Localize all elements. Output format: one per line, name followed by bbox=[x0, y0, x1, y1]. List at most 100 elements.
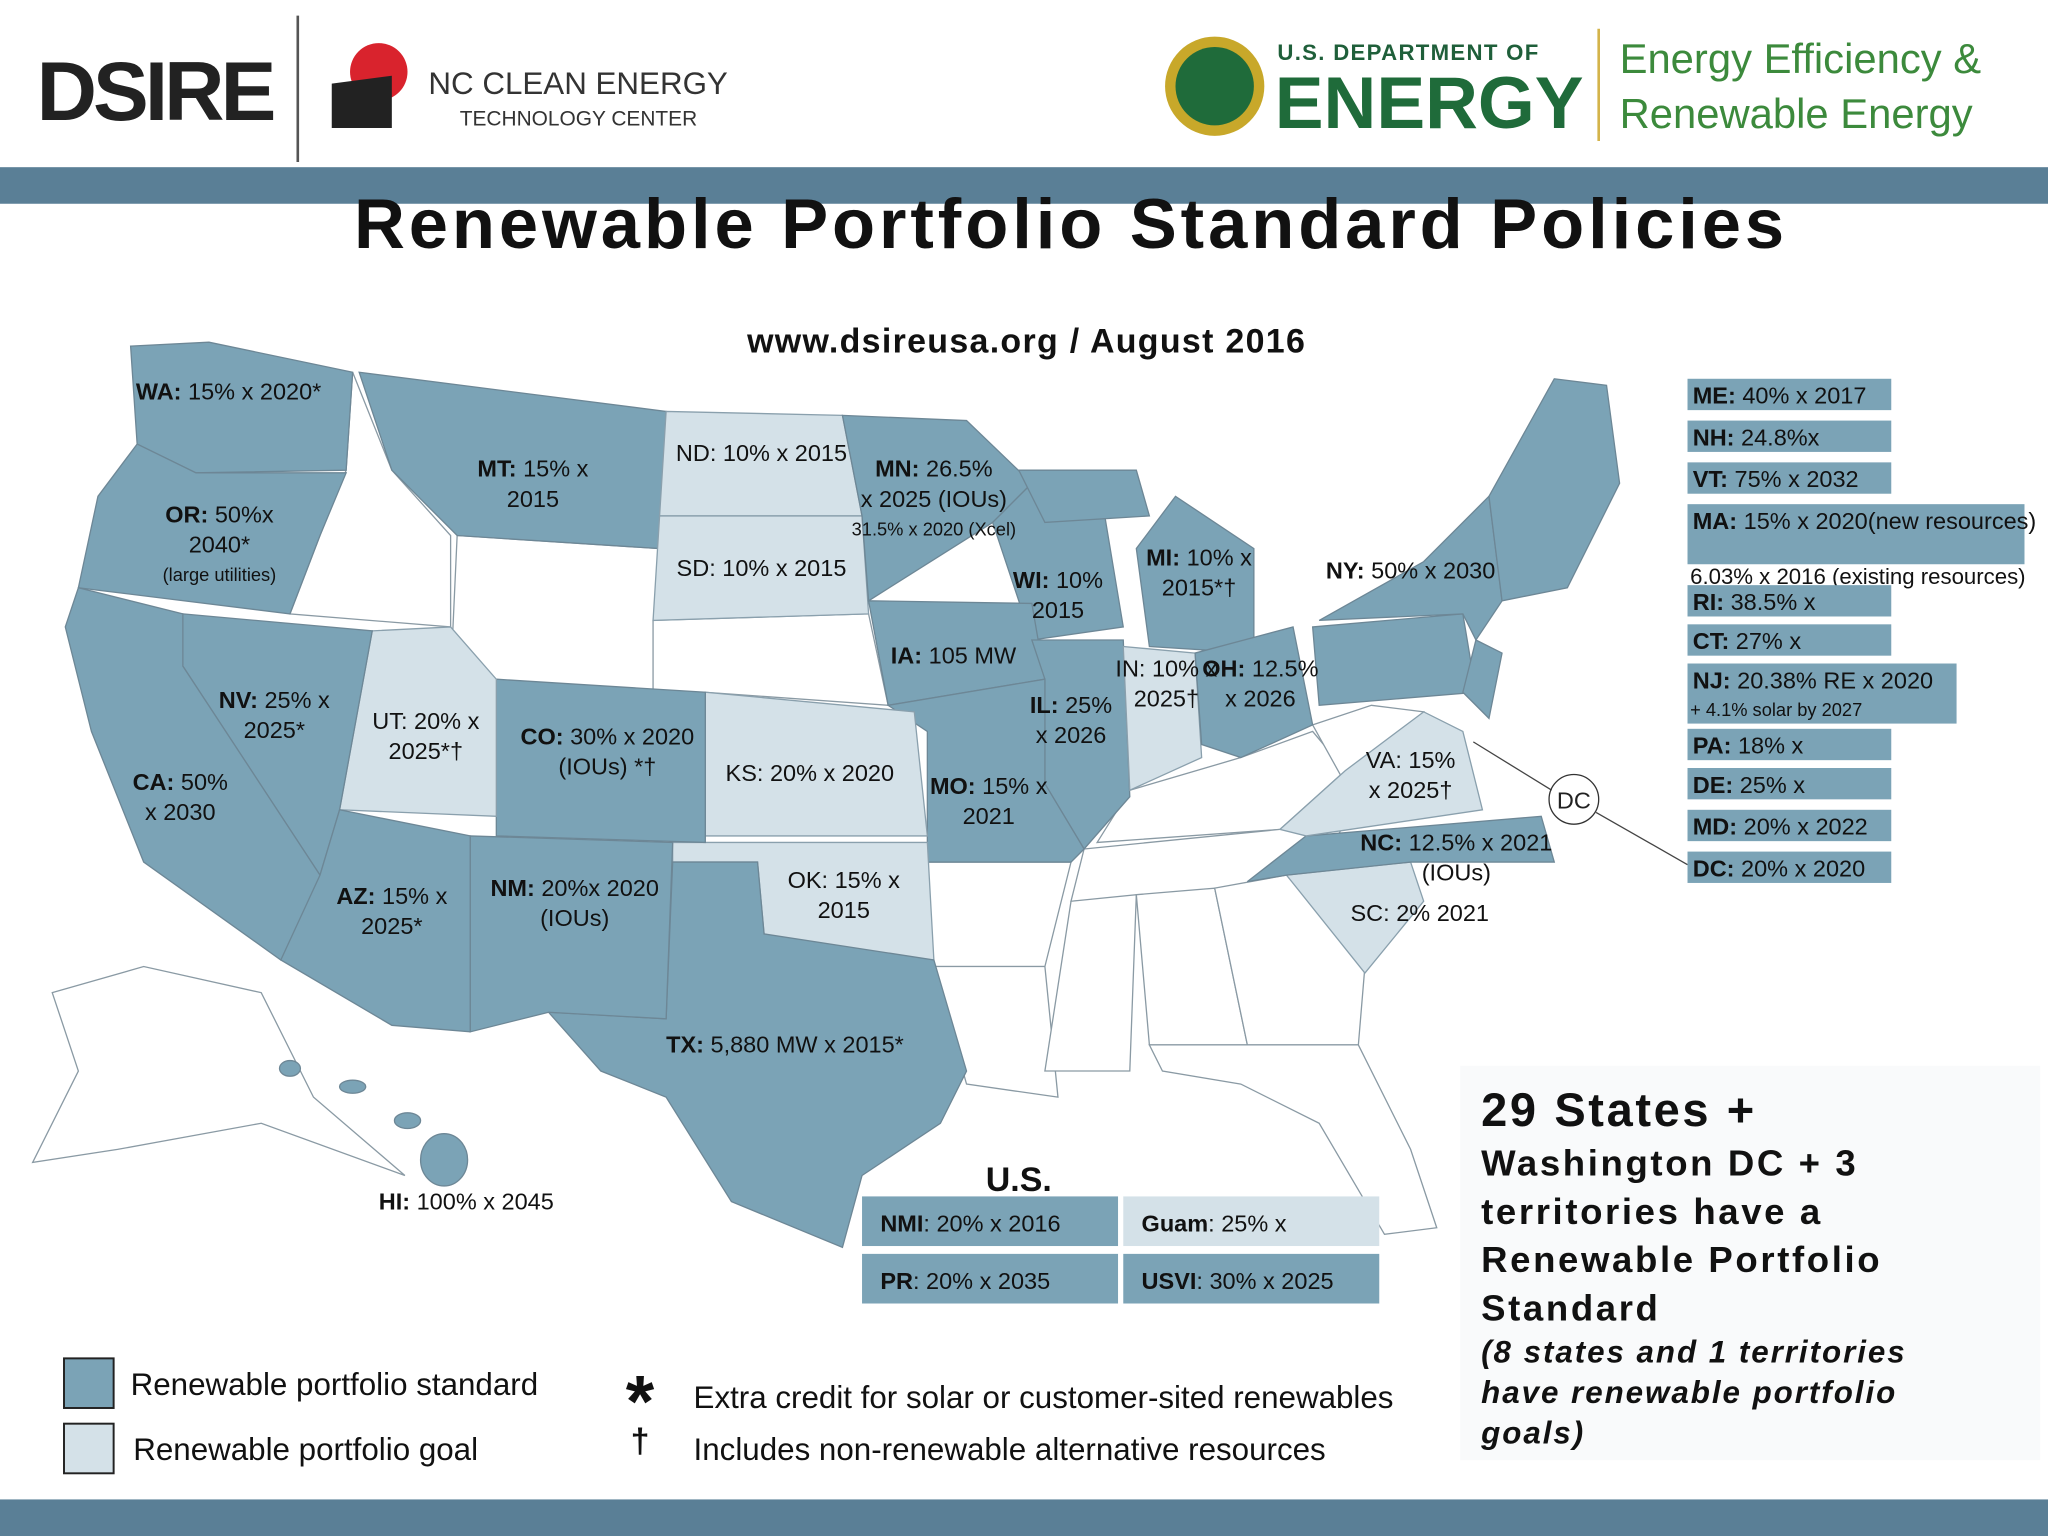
state-policy: 2015*† bbox=[1162, 575, 1237, 601]
ne-policy: 40% x 2017 bbox=[1742, 383, 1866, 409]
state-policy: 2021 bbox=[963, 803, 1015, 829]
state-policy: 2015 bbox=[507, 486, 559, 512]
ne-label: RI: 38.5% x bbox=[1693, 589, 1816, 615]
state-label: 2040* bbox=[189, 531, 250, 557]
state-policy: 2025*† bbox=[389, 738, 464, 764]
state-label: WA: 15% x 2020* bbox=[136, 379, 321, 405]
state-shape bbox=[652, 515, 870, 622]
state-label: MI: 10% x bbox=[1146, 545, 1252, 571]
dynamic: WA: 15% x 2020* OR: 50%x 2040* (large utiliti… bbox=[63, 378, 2036, 1475]
state-shape bbox=[469, 835, 674, 1033]
state-label: OR: 50%x bbox=[165, 501, 274, 527]
ne-label: DE: 25% x bbox=[1693, 772, 1806, 798]
state-label: NV: 25% x bbox=[219, 687, 330, 713]
ne-box bbox=[1687, 378, 1892, 411]
ne-abbr: VT: bbox=[1693, 466, 1728, 492]
summary-line: 29 States + bbox=[1481, 1083, 1757, 1136]
state-label: TX: 5,880 MW x 2015* bbox=[666, 1032, 904, 1058]
state-abbr: CO: bbox=[520, 723, 563, 749]
ne-policy: 20% x 2022 bbox=[1744, 814, 1868, 840]
legend-label: Renewable portfolio goal bbox=[133, 1432, 478, 1467]
header-bg bbox=[0, 0, 2048, 168]
state-label: 2025† bbox=[1134, 686, 1199, 712]
footer-bar bbox=[0, 1499, 2048, 1536]
state-policy: 10% bbox=[1056, 567, 1103, 593]
state-policy: 15% x bbox=[382, 883, 448, 909]
state-shape bbox=[1462, 639, 1503, 720]
territory-abbr: Guam bbox=[1142, 1211, 1209, 1237]
state-shape bbox=[1311, 613, 1477, 707]
legend-label: Includes non-renewable alternative resou… bbox=[694, 1432, 1326, 1467]
legend-symbol: † bbox=[631, 1422, 650, 1460]
state-policy: 15% x 2020* bbox=[188, 379, 321, 405]
state-shape bbox=[1044, 893, 1138, 1072]
state-abbr: IA: bbox=[891, 643, 922, 669]
state-abbr: MT: bbox=[477, 456, 516, 482]
state-policy: x 2025 (IOUs) bbox=[861, 486, 1007, 512]
summary-box bbox=[1460, 1065, 2041, 1461]
state-label: 2015 bbox=[818, 897, 870, 923]
state-label: x 2025 (IOUs) bbox=[861, 486, 1007, 512]
state-policy: 15% x bbox=[982, 773, 1048, 799]
state-policy: 15% x bbox=[523, 456, 589, 482]
state-shape bbox=[358, 371, 667, 550]
ne-box bbox=[1687, 663, 1957, 724]
state-label: WI: 10% bbox=[1013, 567, 1103, 593]
state-shape bbox=[338, 1079, 367, 1094]
state-label: MN: 26.5% bbox=[875, 456, 993, 482]
state-label: IA: 105 MW bbox=[891, 643, 1017, 669]
summary-line: Washington DC + 3 bbox=[1481, 1143, 1858, 1184]
state-label: x 2026 bbox=[1036, 722, 1107, 748]
state-policy: 15% x bbox=[835, 867, 901, 893]
state-policy: 50% bbox=[181, 769, 228, 795]
ne-label: MA: 15% x 2020(new resources) bbox=[1693, 508, 2036, 534]
eere-text: Renewable Energy bbox=[1620, 90, 1973, 137]
state-abbr: ND: bbox=[676, 440, 716, 466]
dc-marker bbox=[1548, 773, 1600, 825]
state-abbr: MN: bbox=[875, 456, 919, 482]
state-policy: 2% 2021 bbox=[1396, 900, 1489, 926]
state-abbr: NM: bbox=[490, 875, 534, 901]
doe-text: U.S. DEPARTMENT OF bbox=[1277, 40, 1539, 65]
header-bar bbox=[0, 167, 2048, 204]
ne-label: DC: 20% x 2020 bbox=[1693, 855, 1865, 881]
state-policy: 12.5% x 2021 bbox=[1409, 829, 1553, 855]
state-shape bbox=[1135, 495, 1255, 654]
summary-note: (8 states and 1 territories bbox=[1481, 1334, 1907, 1369]
state-policy: x 2030 bbox=[145, 799, 216, 825]
ne-box bbox=[1687, 851, 1892, 883]
state-policy: 2040* bbox=[189, 531, 250, 557]
state-policy: 2015 bbox=[1032, 597, 1084, 623]
eere-text: Energy Efficiency & bbox=[1620, 35, 1982, 82]
state-abbr: OR: bbox=[165, 501, 208, 527]
territory-abbr: PR bbox=[880, 1268, 913, 1294]
state-policy: 50% x 2030 bbox=[1371, 558, 1495, 584]
state-label: 2025* bbox=[361, 913, 422, 939]
ne-abbr: RI: bbox=[1693, 589, 1724, 615]
map bbox=[31, 341, 1621, 1249]
territory-policy: : 20% x 2035 bbox=[913, 1268, 1050, 1294]
nc-logo-building bbox=[331, 75, 392, 128]
state-policy: 2015 bbox=[818, 897, 870, 923]
summary-line: territories have a bbox=[1481, 1191, 1823, 1232]
state-shape bbox=[129, 341, 354, 474]
ne-label: MD: 20% x 2022 bbox=[1693, 814, 1868, 840]
state-label: HI: 100% x 2045 bbox=[379, 1188, 554, 1214]
dc-leader bbox=[1472, 741, 1553, 791]
state-policy: x 2026 bbox=[1036, 722, 1107, 748]
ne-abbr: ME: bbox=[1693, 383, 1736, 409]
state-abbr: SD: bbox=[677, 555, 716, 581]
state-abbr: UT: bbox=[372, 708, 407, 734]
state-abbr: MO: bbox=[930, 773, 976, 799]
state-shape bbox=[886, 678, 1085, 863]
territory-label: USVI: 30% x 2025 bbox=[1142, 1268, 1334, 1294]
state-label: OH: 12.5% bbox=[1202, 656, 1318, 682]
state-label: SD: 10% x 2015 bbox=[677, 555, 847, 581]
ne-label: ME: 40% x 2017 bbox=[1693, 383, 1867, 409]
ne-abbr: MA: bbox=[1693, 508, 1737, 534]
state-label: VA: 15% bbox=[1366, 747, 1456, 773]
state-label: 2021 bbox=[963, 803, 1015, 829]
state-shape bbox=[279, 809, 471, 1033]
state-abbr: NY: bbox=[1326, 558, 1365, 584]
state-label: (IOUs) bbox=[540, 905, 609, 931]
